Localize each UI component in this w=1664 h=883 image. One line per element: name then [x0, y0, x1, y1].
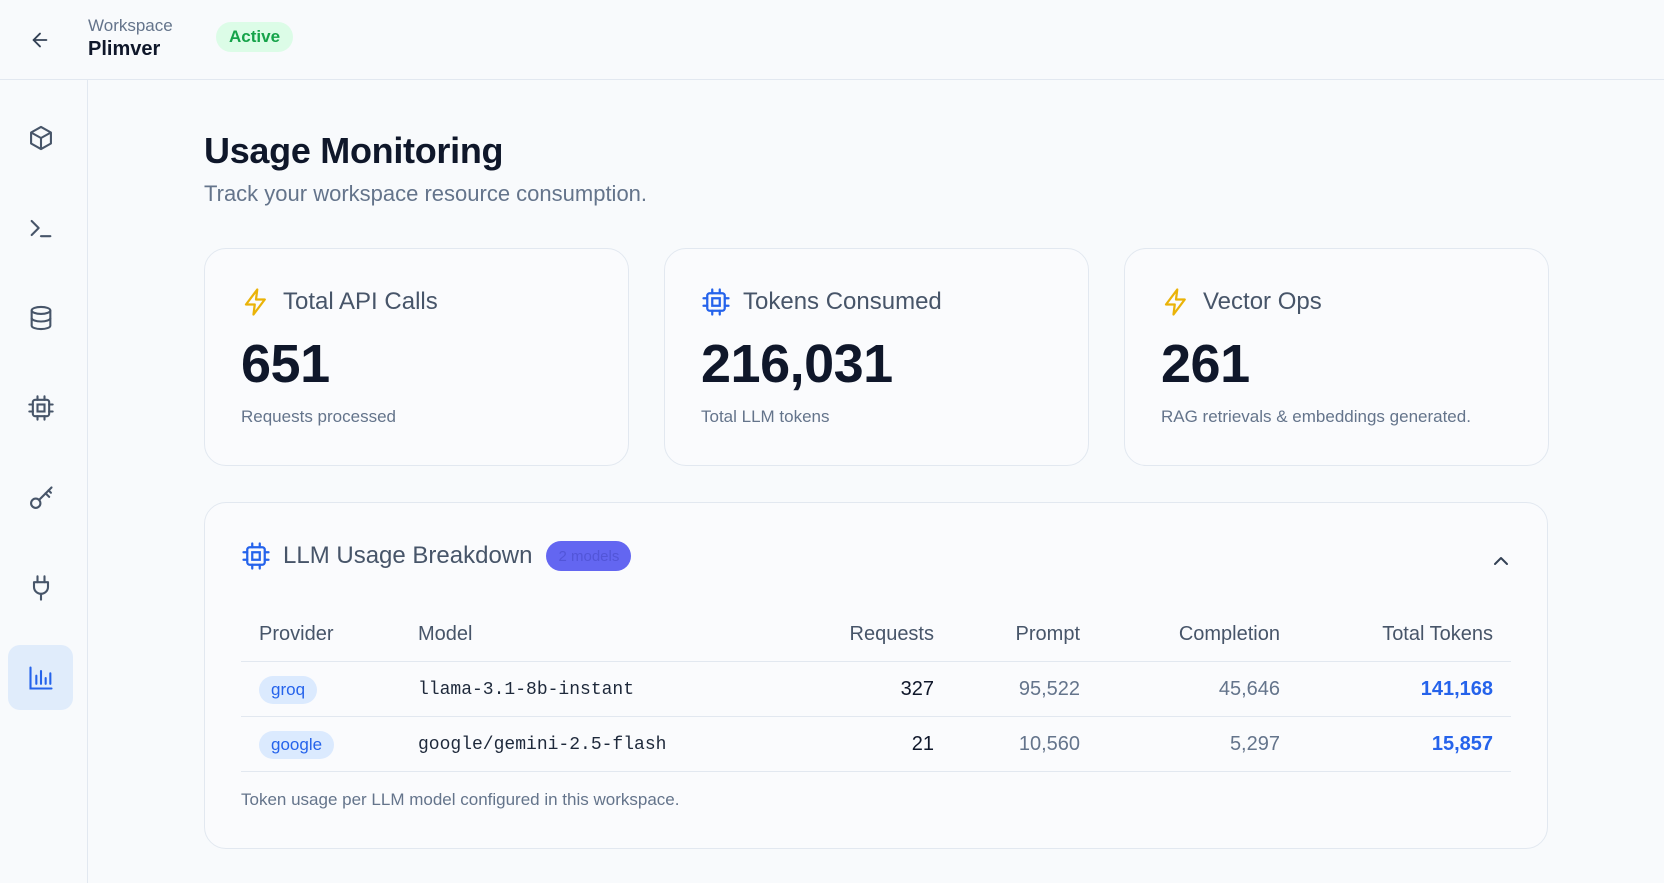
stat-card-tokens: Tokens Consumed 216,031 Total LLM tokens	[664, 248, 1089, 466]
stat-card-api-calls: Total API Calls 651 Requests processed	[204, 248, 629, 466]
sidebar-item-terminal[interactable]	[8, 195, 73, 260]
plug-icon	[32, 574, 49, 601]
page-subtitle: Track your workspace resource consumptio…	[204, 181, 648, 206]
models-count-badge: 2 models	[546, 541, 632, 571]
workspace-name: Plimver	[88, 38, 161, 60]
card-title: Tokens Consumed	[743, 288, 942, 315]
sidebar-item-usage[interactable]	[8, 645, 73, 710]
chip-icon	[27, 394, 54, 421]
table-row: groq llama-3.1-8b-instant 327 95,522 45,…	[241, 662, 1511, 717]
prompt-value: 10,560	[1018, 733, 1080, 755]
bar-chart-icon	[28, 665, 53, 690]
card-title: Total API Calls	[283, 288, 438, 315]
lightning-icon	[244, 288, 266, 316]
arrow-left-icon	[32, 32, 48, 48]
column-header: Prompt	[1015, 623, 1080, 645]
workspace-label: Workspace	[88, 16, 173, 35]
card-value: 651	[241, 334, 330, 394]
column-header: Provider	[259, 623, 334, 645]
card-caption: RAG retrievals & embeddings generated.	[1161, 407, 1471, 426]
stat-card-vector-ops: Vector Ops 261 RAG retrievals & embeddin…	[1124, 248, 1549, 466]
card-value: 261	[1161, 334, 1250, 394]
column-header: Completion	[1178, 623, 1280, 645]
chip-icon	[242, 542, 270, 570]
sidebar-item-plug[interactable]	[8, 555, 73, 620]
status-badge: Active	[216, 22, 294, 52]
database-icon	[30, 305, 51, 330]
total-tokens-value: 15,857	[1431, 733, 1493, 755]
panel-footnote: Token usage per LLM model configured in …	[241, 790, 680, 809]
model-name: google/gemini-2.5-flash	[418, 734, 667, 755]
sidebar-item-key[interactable]	[8, 465, 73, 530]
lightning-icon	[1164, 288, 1186, 316]
collapse-button[interactable]	[1483, 543, 1519, 579]
card-caption: Requests processed	[241, 407, 396, 426]
column-header: Total Tokens	[1382, 623, 1493, 645]
total-tokens-value: 141,168	[1420, 678, 1493, 700]
card-title: Vector Ops	[1203, 288, 1322, 315]
page-title: Usage Monitoring	[204, 130, 504, 171]
model-name: llama-3.1-8b-instant	[418, 679, 635, 700]
top-bar: Workspace Plimver Active	[0, 0, 1664, 80]
requests-value: 327	[900, 678, 934, 700]
prompt-value: 95,522	[1018, 678, 1080, 700]
column-header: Model	[418, 623, 473, 645]
terminal-icon	[30, 219, 51, 237]
sidebar-item-database[interactable]	[8, 285, 73, 350]
key-icon	[29, 485, 53, 509]
card-caption: Total LLM tokens	[701, 407, 830, 426]
back-button[interactable]	[24, 24, 56, 56]
provider-chip[interactable]: groq	[259, 675, 318, 704]
sidebar	[0, 80, 88, 883]
chevron-up-icon	[1494, 557, 1508, 565]
table-header-row: Provider Model Requests Prompt Completio…	[241, 607, 1511, 662]
completion-value: 5,297	[1229, 733, 1280, 755]
column-header: Requests	[849, 623, 935, 645]
cube-icon	[29, 125, 52, 150]
sidebar-item-cube[interactable]	[8, 105, 73, 170]
table-row: google google/gemini-2.5-flash 21 10,560…	[241, 717, 1511, 772]
llm-usage-panel: LLM Usage Breakdown 2 models Provider Mo…	[204, 502, 1548, 849]
panel-title: LLM Usage Breakdown	[283, 542, 533, 569]
chip-icon	[702, 288, 730, 316]
sidebar-item-chip[interactable]	[8, 375, 73, 440]
card-value: 216,031	[701, 334, 893, 394]
requests-value: 21	[911, 733, 934, 755]
completion-value: 45,646	[1218, 678, 1280, 700]
provider-chip[interactable]: google	[259, 730, 335, 759]
usage-table: Provider Model Requests Prompt Completio…	[241, 607, 1511, 772]
